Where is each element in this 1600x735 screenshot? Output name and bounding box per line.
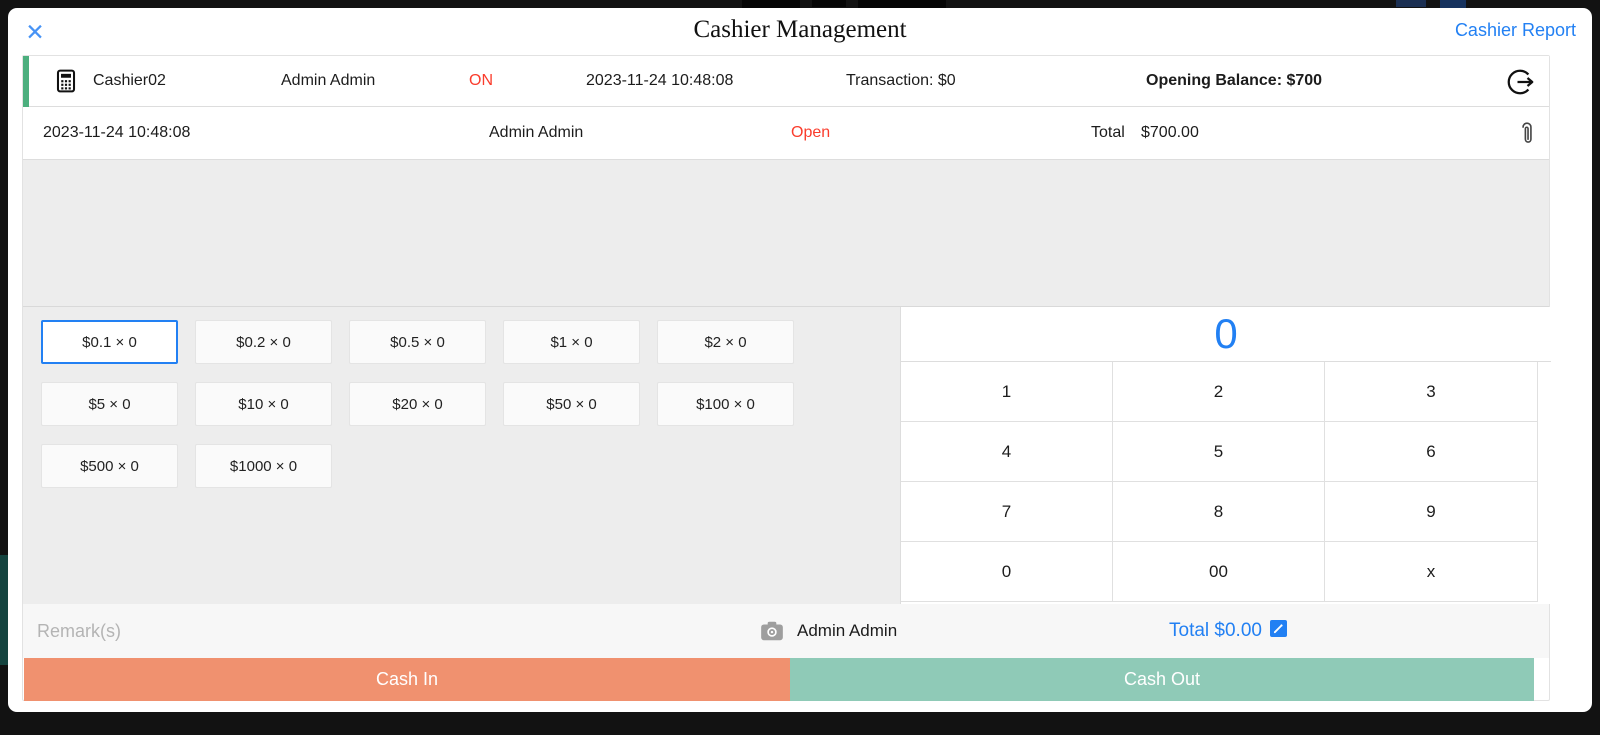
camera-icon[interactable] [759,619,785,643]
numpad-key-00[interactable]: 00 [1113,542,1325,602]
background-fragment [0,555,8,665]
cash-out-button[interactable]: Cash Out [790,658,1534,701]
footer-user: Admin Admin [797,621,898,640]
divider [23,306,1549,307]
remark-row: Admin Admin Total $0.00 [23,604,1549,658]
denom-button-0-2[interactable]: $0.2 × 0 [195,320,332,364]
background-fragment [1440,0,1466,8]
background-fragment [1396,0,1426,7]
edit-icon [1269,619,1287,637]
footer-total-text: Total $0.00 [1169,620,1262,641]
session-total-label: Total [1091,124,1125,141]
background-fragment [858,0,946,9]
numpad-key-3[interactable]: 3 [1325,362,1538,422]
numpad-key-4[interactable]: 4 [901,422,1113,482]
denom-button-0-5[interactable]: $0.5 × 0 [349,320,486,364]
session-status: Open [791,124,831,141]
denom-button-5[interactable]: $5 × 0 [41,382,178,426]
numpad-key-0[interactable]: 0 [901,542,1113,602]
numpad-key-6[interactable]: 6 [1325,422,1538,482]
denom-button-0-1[interactable]: $0.1 × 0 [41,320,178,364]
footer-total[interactable]: Total $0.00 [1169,604,1287,658]
numpad-key-2[interactable]: 2 [1113,362,1325,422]
numpad-key-1[interactable]: 1 [901,362,1113,422]
numpad-display: 0 [901,307,1551,362]
dialog-content: Cashier02 Admin Admin ON 2023-11-24 10:4… [22,55,1551,701]
denom-button-50[interactable]: $50 × 0 [503,382,640,426]
title-bar: ✕ Cashier Management Cashier Report [8,8,1592,55]
background-fragment [812,0,846,7]
action-buttons: Cash In Cash Out [24,658,1534,701]
remark-input[interactable] [37,614,597,648]
paperclip-icon[interactable] [1517,119,1537,149]
denom-button-100[interactable]: $100 × 0 [657,382,794,426]
denom-button-20[interactable]: $20 × 0 [349,382,486,426]
numpad-key-9[interactable]: 9 [1325,482,1538,542]
logout-icon[interactable] [1505,67,1535,97]
numpad: 0 1 2 3 4 5 6 7 8 9 0 00 x [900,307,1551,604]
numpad-grid: 1 2 3 4 5 6 7 8 9 0 00 x [901,362,1538,604]
denom-button-10[interactable]: $10 × 0 [195,382,332,426]
calculator-icon [53,68,79,99]
denom-button-2[interactable]: $2 × 0 [657,320,794,364]
cashier-transaction: Transaction: $0 [846,72,956,89]
denom-button-500[interactable]: $500 × 0 [41,444,178,488]
cashier-status: ON [469,72,493,89]
numpad-key-5[interactable]: 5 [1113,422,1325,482]
denom-button-1[interactable]: $1 × 0 [503,320,640,364]
background-fragment [742,0,800,9]
page-title: Cashier Management [693,16,907,43]
denom-button-1000[interactable]: $1000 × 0 [195,444,332,488]
session-row[interactable]: 2023-11-24 10:48:08 Admin Admin Open Tot… [23,107,1549,160]
cashier-management-dialog: ✕ Cashier Management Cashier Report Cash [8,8,1592,712]
numpad-key-x[interactable]: x [1325,542,1538,602]
cashier-name: Cashier02 [93,72,166,89]
opening-balance: Opening Balance: $700 [1146,72,1323,89]
cashier-datetime: 2023-11-24 10:48:08 [586,72,734,89]
numpad-key-7[interactable]: 7 [901,482,1113,542]
session-datetime: 2023-11-24 10:48:08 [43,124,191,141]
cashier-user: Admin Admin [281,72,376,89]
cash-in-button[interactable]: Cash In [24,658,790,701]
active-indicator-bar [23,56,29,107]
cash-count-area: $0.1 × 0 $0.2 × 0 $0.5 × 0 $1 × 0 $2 × 0… [23,160,1551,604]
numpad-key-8[interactable]: 8 [1113,482,1325,542]
close-icon[interactable]: ✕ [25,19,45,45]
session-total-value: $700.00 [1141,124,1199,141]
cashier-summary-row[interactable]: Cashier02 Admin Admin ON 2023-11-24 10:4… [23,56,1549,107]
cashier-report-link[interactable]: Cashier Report [1454,20,1576,40]
session-user: Admin Admin [489,124,584,141]
